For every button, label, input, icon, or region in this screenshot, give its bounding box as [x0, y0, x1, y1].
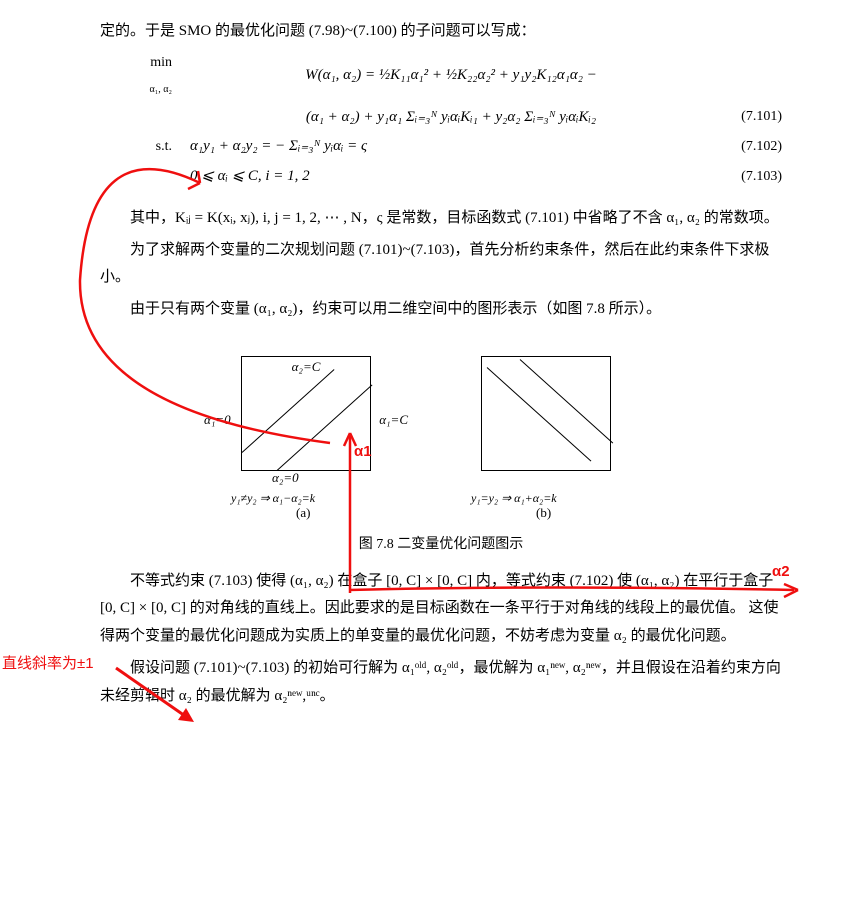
para-where: 其中，Kᵢⱼ = K(xᵢ, xⱼ), i, j = 1, 2, ⋯ , N，ς…: [100, 205, 782, 233]
para-assume: 假设问题 (7.101)~(7.103) 的初始可行解为 α₁ᵒˡᵈ, α₂ᵒˡ…: [100, 655, 782, 711]
eq-n4: (7.103): [722, 164, 782, 190]
panel-b-box: [481, 356, 611, 471]
min-sub: α₁, α₂: [150, 84, 172, 95]
eq-l1: W(α₁, α₂) = ½K₁₁α₁² + ½K₂₂α₂² + y₁y₂K₁₂α…: [180, 62, 722, 90]
anno-alpha2: α2: [772, 558, 790, 586]
eq-l3: α₁y₁ + α₂y₂ = − Σᵢ₌₃ᴺ yᵢαᵢ = ς: [180, 133, 722, 161]
label-a1c-a: α₁=C: [379, 408, 408, 432]
eq-l2: (α₁ + α₂) + y₁α₁ Σᵢ₌₃ᴺ yᵢαᵢKᵢ₁ + y₂α₂ Σᵢ…: [180, 104, 722, 132]
fig-caption: 图 7.8 二变量优化问题图示: [100, 532, 782, 558]
eq-block: min α₁, α₂ W(α₁, α₂) = ½K₁₁α₁² + ½K₂₂α₂²…: [100, 50, 782, 191]
eq-n3: (7.102): [722, 134, 782, 160]
para-intro: 定的。于是 SMO 的最优化问题 (7.98)~(7.100) 的子问题可以写成…: [100, 18, 782, 46]
para-solve: 为了求解两个变量的二次规划问题 (7.101)~(7.103)，首先分析约束条件…: [100, 237, 782, 293]
st-label: s.t.: [100, 134, 180, 160]
eq-n1: (7.101): [722, 104, 782, 130]
min-label: min: [150, 55, 172, 70]
panel-a-box: α₂=C α₁=0 α₁=C α₂=0: [241, 356, 371, 471]
tag-a: (a): [296, 501, 310, 525]
figure-7-8: α₂=C α₁=0 α₁=C α₂=0 y₁≠y₂ ⇒ α₁−α₂=k (a) …: [201, 336, 681, 526]
anno-alpha1: α1: [354, 438, 372, 466]
label-a10-a: α₁=0: [204, 408, 231, 432]
para-box: 不等式约束 (7.103) 使得 (α₁, α₂) 在盒子 [0, C] × […: [100, 568, 782, 651]
label-a2c-a: α₂=C: [292, 355, 321, 379]
para-2d: 由于只有两个变量 (α₁, α₂)，约束可以用二维空间中的图形表示（如图 7.8…: [100, 296, 782, 324]
tag-b: (b): [536, 501, 551, 525]
eq-l4: 0 ⩽ αᵢ ⩽ C, i = 1, 2: [180, 163, 722, 191]
anno-slope: 直线斜率为±1: [2, 650, 94, 678]
